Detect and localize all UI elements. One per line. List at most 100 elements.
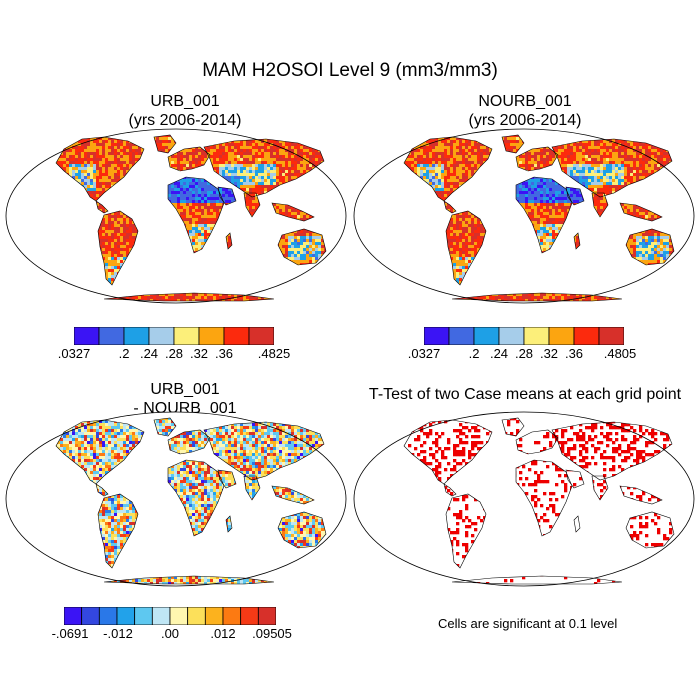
colorbar-swatch — [248, 326, 275, 346]
coastline — [619, 202, 663, 222]
colorbar-swatch — [134, 606, 153, 626]
significance-note: Cells are significant at 0.1 level — [438, 616, 617, 631]
tick-label: .012 — [210, 626, 235, 641]
panel-title-nourb-line1: NOURB_001 — [430, 92, 620, 111]
coastline — [217, 469, 237, 489]
colorbar-swatch — [448, 326, 475, 346]
coastline — [167, 459, 225, 537]
map-frame — [5, 411, 347, 587]
colorbar-swatch — [116, 606, 136, 626]
coastline — [203, 421, 325, 481]
coastline — [217, 186, 237, 206]
tick-label: .24 — [140, 346, 158, 361]
coastline — [565, 186, 585, 206]
coastline — [451, 292, 623, 302]
coastline — [403, 136, 493, 202]
colorbar-swatch — [198, 326, 225, 346]
map-frame — [353, 128, 695, 304]
coastline — [167, 146, 211, 172]
tick-label: .00 — [161, 626, 179, 641]
coastline — [95, 483, 109, 497]
coastline — [153, 134, 177, 154]
panel-title-nourb: NOURB_001 (yrs 2006-2014) — [430, 92, 620, 130]
map-diff — [5, 411, 347, 587]
colorbar-swatch — [173, 326, 200, 346]
colorbar-swatch — [423, 326, 450, 346]
coastline — [573, 232, 581, 250]
tick-label: -.012 — [103, 626, 133, 641]
figure-title: MAM H2OSOI Level 9 (mm3/mm3) — [0, 60, 700, 82]
coastline — [565, 469, 585, 489]
tick-label: -.0691 — [52, 626, 89, 641]
coastline — [573, 515, 581, 533]
colorbar-diff — [63, 606, 277, 626]
coastline — [625, 511, 675, 549]
tick-label: .4805 — [604, 346, 637, 361]
colorbar-swatch — [598, 326, 625, 346]
coastline — [271, 202, 315, 222]
colorbar-swatch — [73, 326, 100, 346]
coastline — [153, 417, 177, 437]
coastline — [103, 292, 275, 302]
coastline — [625, 228, 675, 266]
coastline — [515, 176, 573, 254]
coastline — [403, 419, 493, 485]
coastline — [515, 429, 559, 455]
map-frame — [353, 411, 695, 587]
coastline — [55, 419, 145, 485]
colorbar-swatch — [98, 606, 118, 626]
colorbar-urb — [73, 326, 275, 346]
panel-title-ttest: T-Test of two Case means at each grid po… — [350, 385, 700, 404]
panel-title-urb-line2: (yrs 2006-2014) — [90, 111, 280, 130]
colorbar-swatch — [169, 606, 189, 626]
coastline — [619, 485, 663, 505]
map-urb — [5, 128, 347, 304]
colorbar-swatch — [187, 606, 206, 626]
tick-label: .2 — [469, 346, 480, 361]
panel-title-urb-line1: URB_001 — [90, 92, 280, 111]
colorbar-swatch — [498, 326, 525, 346]
coastline — [591, 192, 609, 218]
tick-label: .4825 — [258, 346, 291, 361]
colorbar-swatch — [523, 326, 550, 346]
tick-label: .36 — [565, 346, 583, 361]
tick-label: .32 — [540, 346, 558, 361]
coastline — [443, 483, 457, 497]
colorbar-swatch — [81, 606, 100, 626]
colorbar-swatch — [573, 326, 600, 346]
colorbar-swatch — [473, 326, 500, 346]
panel-title-urb: URB_001 (yrs 2006-2014) — [90, 92, 280, 130]
colorbar-swatch — [98, 326, 125, 346]
coastline — [501, 134, 525, 154]
ocean-background — [354, 412, 694, 586]
coastline — [243, 475, 261, 501]
tick-label: .36 — [215, 346, 233, 361]
coastline — [551, 421, 673, 481]
coastline — [277, 228, 327, 266]
tick-label: .24 — [490, 346, 508, 361]
coastline — [203, 138, 325, 198]
coastline — [167, 176, 225, 254]
coastline — [445, 493, 487, 569]
coastline — [55, 136, 145, 202]
panel-title-diff-line1: URB_001 — [90, 380, 280, 399]
coastline — [97, 210, 139, 286]
colorbar-swatch — [63, 606, 83, 626]
coastline — [97, 493, 139, 569]
colorbar-swatch — [204, 606, 224, 626]
coastline — [225, 515, 233, 533]
tick-label: .28 — [515, 346, 533, 361]
tick-label: .09505 — [252, 626, 292, 641]
coastline — [451, 575, 623, 585]
colorbar-swatch — [257, 606, 277, 626]
colorbar-swatch — [222, 606, 242, 626]
coastline — [443, 200, 457, 214]
coastline — [551, 138, 673, 198]
coastline — [277, 511, 327, 549]
tick-label: .28 — [165, 346, 183, 361]
map-frame — [5, 128, 347, 304]
coastline — [167, 429, 211, 455]
coastline — [225, 232, 233, 250]
colorbar-nourb — [423, 326, 625, 346]
map-nourb — [353, 128, 695, 304]
